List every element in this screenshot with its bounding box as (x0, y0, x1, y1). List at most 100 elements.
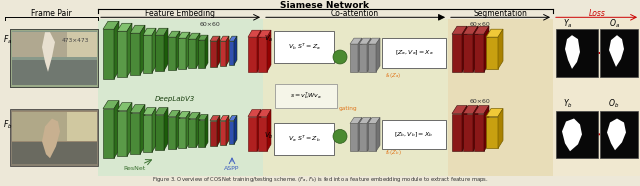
Polygon shape (257, 110, 261, 151)
Polygon shape (42, 118, 60, 158)
Polygon shape (562, 118, 582, 151)
Polygon shape (188, 118, 196, 147)
Polygon shape (140, 25, 145, 75)
Polygon shape (474, 34, 484, 72)
Polygon shape (220, 121, 226, 145)
Polygon shape (368, 44, 376, 72)
Polygon shape (178, 118, 186, 148)
Polygon shape (220, 36, 229, 41)
Polygon shape (463, 34, 473, 72)
Polygon shape (267, 110, 271, 151)
Polygon shape (359, 44, 367, 72)
Bar (12, 60, 97, 85)
Polygon shape (498, 29, 503, 69)
Polygon shape (376, 118, 380, 151)
Text: Segmentation: Segmentation (473, 9, 527, 18)
Bar (556, 29, 598, 77)
Polygon shape (463, 106, 478, 114)
Text: $f_b(Z_b)$: $f_b(Z_b)$ (385, 148, 402, 157)
Polygon shape (178, 32, 190, 38)
Bar (600, 29, 638, 77)
Circle shape (333, 50, 347, 64)
Polygon shape (462, 26, 467, 72)
Bar (67, 32, 97, 57)
Polygon shape (188, 113, 200, 118)
Polygon shape (463, 114, 473, 151)
Polygon shape (473, 106, 478, 151)
Bar (12, 111, 97, 164)
Text: $V_a\ S^T=Z_b$: $V_a\ S^T=Z_b$ (287, 134, 321, 145)
Polygon shape (350, 124, 358, 151)
Polygon shape (350, 118, 362, 124)
Polygon shape (198, 40, 205, 68)
Polygon shape (376, 38, 380, 72)
Bar (98, 19, 263, 176)
Polygon shape (248, 30, 261, 37)
Polygon shape (607, 118, 626, 150)
Polygon shape (205, 115, 208, 147)
Text: $[Z_b,V_b]=X_b$: $[Z_b,V_b]=X_b$ (394, 130, 433, 139)
Polygon shape (103, 21, 119, 29)
Polygon shape (155, 115, 164, 150)
Polygon shape (234, 116, 237, 144)
Text: $F_b$: $F_b$ (3, 118, 13, 131)
Text: $V_b$: $V_b$ (264, 131, 274, 142)
Polygon shape (178, 38, 186, 69)
Polygon shape (267, 30, 271, 72)
Bar (10, 29, 98, 87)
Polygon shape (486, 29, 503, 37)
Bar (12, 32, 67, 57)
Polygon shape (186, 32, 190, 69)
Text: $V_a$: $V_a$ (264, 34, 273, 44)
Polygon shape (258, 37, 267, 72)
Polygon shape (473, 26, 478, 72)
Polygon shape (359, 124, 367, 151)
Polygon shape (368, 118, 380, 124)
Polygon shape (220, 116, 229, 121)
Text: 60×60: 60×60 (470, 22, 490, 27)
Text: $V_b\ S^T=Z_a$: $V_b\ S^T=Z_a$ (287, 42, 321, 52)
Polygon shape (196, 113, 200, 147)
Polygon shape (484, 106, 489, 151)
Polygon shape (130, 105, 145, 113)
Polygon shape (248, 110, 261, 117)
Polygon shape (168, 37, 176, 70)
Polygon shape (368, 124, 376, 151)
Text: 473×473: 473×473 (61, 38, 89, 43)
Text: Siamese Network: Siamese Network (280, 1, 369, 10)
Polygon shape (217, 36, 220, 67)
Polygon shape (178, 112, 190, 118)
Polygon shape (168, 31, 180, 37)
Polygon shape (229, 116, 237, 121)
Polygon shape (367, 118, 371, 151)
Text: gating: gating (339, 106, 357, 111)
Bar (12, 31, 97, 85)
Polygon shape (143, 108, 156, 115)
Text: $O_a$: $O_a$ (609, 18, 620, 31)
Polygon shape (152, 28, 156, 73)
Polygon shape (188, 33, 200, 39)
Polygon shape (168, 117, 176, 149)
Polygon shape (474, 114, 484, 151)
Polygon shape (130, 113, 140, 154)
Bar (556, 111, 598, 158)
Polygon shape (103, 109, 114, 158)
Polygon shape (350, 44, 358, 72)
Text: $O_b$: $O_b$ (609, 97, 620, 110)
Polygon shape (452, 106, 467, 114)
Bar (67, 112, 97, 141)
Polygon shape (155, 108, 168, 115)
Polygon shape (350, 38, 362, 44)
Text: $f_a(Z_a)$: $f_a(Z_a)$ (385, 71, 401, 80)
Polygon shape (248, 117, 257, 151)
Polygon shape (486, 117, 498, 148)
Polygon shape (117, 31, 127, 77)
Polygon shape (609, 35, 624, 67)
Polygon shape (217, 116, 220, 146)
Polygon shape (42, 32, 55, 72)
Text: $Y_a$: $Y_a$ (563, 18, 573, 31)
Polygon shape (484, 26, 489, 72)
Text: Co-attention: Co-attention (331, 9, 379, 18)
Text: ASPP: ASPP (224, 166, 240, 171)
Text: Feature Embeding: Feature Embeding (145, 9, 215, 18)
